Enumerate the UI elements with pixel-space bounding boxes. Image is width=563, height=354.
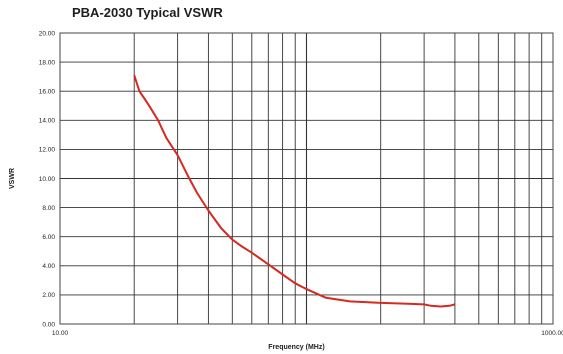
grid bbox=[60, 33, 553, 324]
y-tick-label: 20.00 bbox=[39, 30, 56, 37]
x-tick-labels: 10.00 1000.00 bbox=[52, 330, 563, 337]
x-tick-label: 1000.00 bbox=[541, 330, 563, 337]
y-tick-label: 0.00 bbox=[42, 321, 55, 328]
vswr-series-line bbox=[133, 74, 456, 308]
chart-title: PBA-2030 Typical VSWR bbox=[72, 5, 223, 20]
y-tick-label: 10.00 bbox=[39, 176, 56, 183]
y-tick-label: 2.00 bbox=[42, 292, 55, 299]
plot-frame bbox=[59, 32, 554, 325]
y-tick-label: 6.00 bbox=[42, 234, 55, 241]
y-tick-labels: 0.00 2.00 4.00 6.00 8.00 10.00 12.00 14.00 16.00… bbox=[39, 30, 56, 328]
y-tick-label: 4.00 bbox=[42, 263, 55, 270]
x-axis-label: Frequency (MHz) bbox=[268, 344, 324, 351]
y-tick-label: 18.00 bbox=[39, 59, 56, 66]
x-tick-label: 10.00 bbox=[52, 330, 69, 337]
y-tick-label: 16.00 bbox=[39, 89, 56, 96]
y-axis-label: VSWR bbox=[9, 168, 16, 189]
y-tick-label: 12.00 bbox=[39, 147, 56, 154]
y-tick-label: 14.00 bbox=[39, 118, 56, 125]
y-tick-label: 8.00 bbox=[42, 205, 55, 212]
